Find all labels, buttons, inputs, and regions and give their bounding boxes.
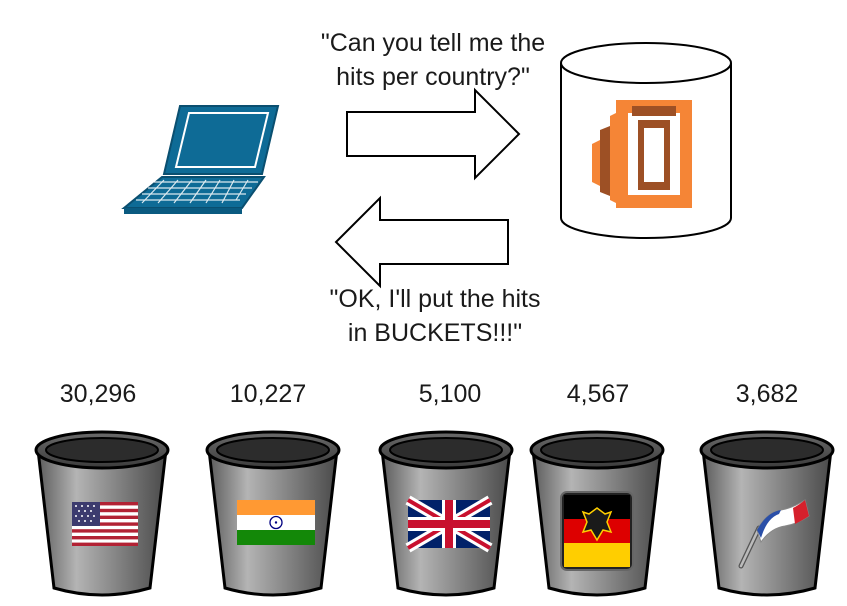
response-caption-line-2: in BUCKETS!!!" [347, 319, 523, 347]
france-flag-icon [738, 499, 810, 569]
database-cylinder [560, 42, 732, 239]
bucket-india [205, 430, 341, 597]
request-caption: "Can you tell me the hits per country?" [278, 26, 588, 94]
response-caption-line-1: "OK, I'll put the hits [329, 285, 541, 313]
bucket-us [34, 430, 170, 597]
germany-flag-icon [560, 491, 634, 571]
bucket-germany [529, 430, 665, 597]
india-flag-icon [237, 500, 315, 545]
bucket-count-france: 3,682 [735, 380, 799, 408]
request-caption-line-1: "Can you tell me the [320, 29, 546, 57]
uk-flag-icon [405, 495, 493, 553]
request-caption-line-2: hits per country?" [336, 63, 530, 91]
bucket-count-germany: 4,567 [566, 380, 630, 408]
response-arrow [334, 195, 509, 289]
elasticsearch-service-logo [592, 100, 692, 208]
bucket-uk [378, 430, 514, 597]
bucket-count-uk: 5,100 [418, 380, 482, 408]
response-caption: "OK, I'll put the hits in BUCKETS!!!" [280, 282, 590, 350]
bucket-count-us: 30,296 [59, 380, 137, 408]
bucket-count-india: 10,227 [229, 380, 307, 408]
request-arrow [346, 87, 521, 181]
laptop-icon [121, 105, 280, 214]
bucket-france [699, 430, 835, 597]
us-flag-icon [72, 502, 138, 546]
